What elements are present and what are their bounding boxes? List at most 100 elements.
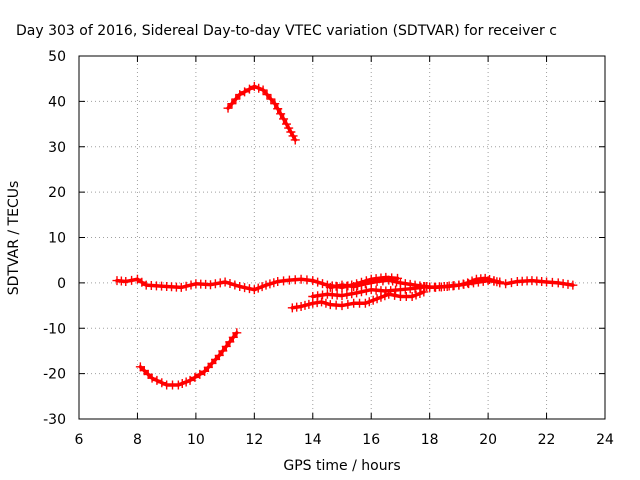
data-point-marker — [458, 279, 468, 289]
data-point-marker — [480, 273, 490, 283]
data-point-marker — [372, 294, 382, 304]
data-point-marker — [139, 366, 149, 376]
data-point-marker — [181, 377, 191, 387]
data-point-marker — [157, 378, 167, 388]
data-point-marker — [290, 135, 300, 145]
series-track — [290, 290, 426, 310]
data-point-marker — [276, 109, 286, 119]
data-point-marker — [400, 279, 410, 289]
data-point-marker — [186, 280, 196, 290]
data-series-7 — [501, 276, 578, 290]
data-point-marker — [286, 127, 296, 137]
data-point-marker — [368, 295, 378, 305]
y-tick-label: 10 — [48, 231, 66, 247]
data-point-marker — [343, 299, 353, 309]
data-point-marker — [225, 278, 235, 288]
data-point-marker — [231, 94, 241, 104]
data-point-marker — [244, 284, 254, 294]
data-point-marker — [321, 298, 331, 308]
data-point-marker — [152, 375, 162, 385]
x-tick-label: 10 — [187, 432, 205, 448]
data-point-marker — [360, 298, 370, 308]
data-series-1 — [135, 328, 242, 390]
data-point-marker — [506, 278, 516, 288]
data-point-marker — [288, 131, 298, 141]
data-point-marker — [220, 277, 230, 287]
data-point-marker — [342, 290, 352, 300]
data-point-marker — [467, 276, 477, 286]
data-point-marker — [463, 278, 473, 288]
data-point-marker — [176, 282, 186, 292]
data-point-marker — [181, 281, 191, 291]
data-point-marker — [210, 279, 220, 289]
data-point-marker — [300, 300, 310, 310]
y-axis-label: SDTVAR / TECUs — [6, 181, 22, 296]
data-point-marker — [185, 375, 195, 385]
data-point-marker — [317, 297, 327, 307]
data-point-marker — [147, 373, 157, 383]
data-point-marker — [405, 279, 415, 289]
data-point-marker — [270, 99, 280, 109]
data-point-marker — [173, 380, 183, 390]
y-tick-label: 50 — [48, 49, 66, 65]
data-point-marker — [347, 289, 357, 299]
data-point-marker — [127, 275, 137, 285]
y-tick-label: -30 — [43, 412, 66, 428]
data-point-marker — [454, 280, 464, 290]
data-point-marker — [279, 114, 289, 124]
data-point-marker — [364, 297, 374, 307]
x-tick-label: 14 — [304, 432, 322, 448]
data-point-marker — [195, 369, 205, 379]
data-point-marker — [392, 277, 402, 287]
data-point-marker — [177, 378, 187, 388]
data-point-marker — [308, 291, 318, 301]
data-point-marker — [244, 84, 254, 94]
data-point-marker — [380, 291, 390, 301]
data-point-marker — [266, 94, 276, 104]
data-point-marker — [388, 276, 398, 286]
data-point-marker — [495, 278, 505, 288]
data-point-marker — [206, 280, 215, 290]
data-point-marker — [296, 301, 306, 311]
x-tick-label: 6 — [75, 432, 84, 448]
data-point-marker — [257, 282, 267, 292]
data-point-marker — [553, 278, 563, 288]
data-point-marker — [218, 346, 228, 356]
data-point-marker — [411, 290, 421, 300]
data-point-marker — [384, 275, 394, 285]
x-tick-label: 18 — [421, 432, 439, 448]
data-point-marker — [366, 278, 376, 288]
data-point-marker — [407, 291, 417, 301]
data-point-marker — [558, 279, 568, 289]
plot-frame — [78, 55, 606, 420]
data-point-marker — [121, 277, 131, 287]
data-point-marker — [143, 369, 153, 379]
data-point-marker — [258, 85, 268, 95]
data-point-marker — [228, 332, 238, 342]
data-point-marker — [318, 279, 328, 289]
data-point-marker — [349, 282, 359, 292]
data-point-marker — [262, 90, 272, 100]
data-point-marker — [273, 104, 283, 114]
x-tick-label: 12 — [245, 432, 263, 448]
x-tick-label: 22 — [538, 432, 556, 448]
data-point-marker — [253, 283, 263, 293]
data-point-marker — [501, 279, 511, 289]
data-point-marker — [265, 279, 275, 289]
x-tick-label: 8 — [133, 432, 142, 448]
data-point-marker — [337, 291, 347, 301]
y-tick-label: -10 — [43, 321, 66, 337]
grid — [79, 56, 605, 419]
data-point-marker — [214, 350, 224, 360]
data-point-marker — [254, 83, 264, 93]
data-point-marker — [227, 99, 237, 109]
data-point-marker — [304, 299, 314, 309]
data-point-marker — [223, 103, 233, 113]
data-point-marker — [485, 274, 495, 284]
data-point-marker — [563, 279, 573, 289]
series-track — [138, 331, 239, 387]
data-point-marker — [308, 276, 318, 286]
chart-title: Day 303 of 2016, Sidereal Day-to-day VTE… — [16, 23, 557, 39]
data-point-marker — [221, 341, 231, 351]
data-series-4 — [308, 282, 432, 301]
